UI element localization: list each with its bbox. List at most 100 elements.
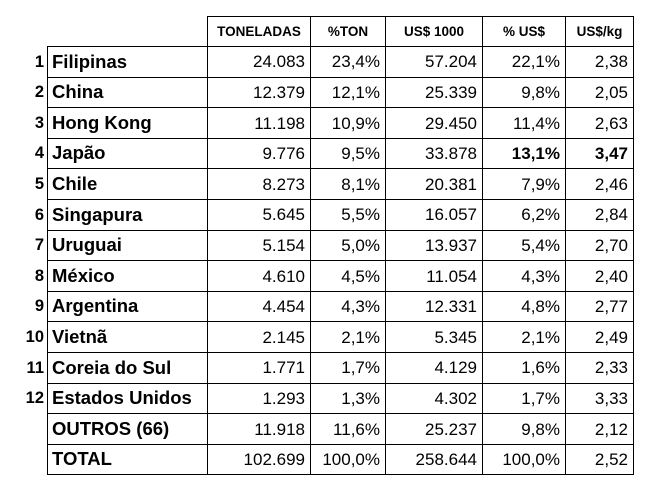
row-toneladas: 11.918 [207, 413, 311, 445]
row-rank: 4 [34, 144, 44, 163]
row-usd-1000: 258.644 [385, 443, 483, 476]
table-row: 7 Uruguai 5.154 5,0% 13.937 5,4% 2,70 [22, 229, 634, 262]
table-row: 3 Hong Kong 11.198 10,9% 29.450 11,4% 2,… [22, 107, 634, 139]
row-rank [22, 414, 48, 445]
row-usd-1000: 4.302 [385, 382, 483, 415]
row-usd-1000: 4.129 [385, 352, 483, 384]
row-pct-ton: 8,1% [310, 168, 386, 201]
row-usd-kg: 3,33 [565, 382, 634, 415]
row-rank: 9 [34, 297, 44, 316]
row-pct-ton: 4,5% [310, 260, 386, 292]
table-row: 11 Coreia do Sul 1.771 1,7% 4.129 1,6% 2… [22, 352, 634, 384]
table-row: 8 México 4.610 4,5% 11.054 4,3% 2,40 [22, 260, 634, 292]
row-pct-ton: 10,9% [310, 107, 386, 139]
header-blank-name [48, 17, 208, 47]
table-row: 1 Filipinas 24.083 23,4% 57.204 22,1% 2,… [22, 46, 634, 78]
table-row: 10 Vietnã 2.145 2,1% 5.345 2,1% 2,49 [22, 321, 634, 354]
row-pct-usd: 4,3% [482, 260, 566, 292]
row-pct-ton: 23,4% [310, 46, 386, 78]
table-row: 2 China 12.379 12,1% 25.339 9,8% 2,05 [22, 76, 634, 109]
row-country: Argentina [47, 290, 208, 323]
row-usd-1000: 57.204 [385, 46, 483, 78]
row-country: Japão [47, 137, 208, 170]
row-rank: 8 [34, 266, 44, 285]
row-country: Coreia do Sul [47, 352, 208, 384]
row-country: Uruguai [47, 229, 208, 262]
row-country: Hong Kong [47, 107, 208, 139]
row-usd-1000: 13.937 [385, 229, 483, 262]
row-toneladas: 5.645 [207, 199, 311, 231]
row-rank: 1 [34, 52, 44, 71]
row-pct-usd: 100,0% [482, 443, 566, 476]
header-blank-rank [22, 17, 48, 47]
row-pct-usd: 4,8% [482, 290, 566, 323]
row-usd-kg: 2,77 [565, 290, 634, 323]
row-country: Filipinas [47, 46, 208, 78]
table-row: 4 Japão 9.776 9,5% 33.878 13,1% 3,47 [22, 137, 634, 170]
row-toneladas: 1.293 [207, 382, 311, 415]
row-pct-ton: 100,0% [310, 443, 386, 476]
header-pct-ton: %TON [310, 15, 386, 48]
row-toneladas: 4.610 [207, 260, 311, 292]
table-row: 5 Chile 8.273 8,1% 20.381 7,9% 2,46 [22, 168, 634, 201]
header-usd-kg: US$/kg [565, 15, 634, 48]
row-pct-ton: 4,3% [310, 290, 386, 323]
row-toneladas: 11.198 [207, 107, 311, 139]
row-pct-ton: 5,0% [310, 229, 386, 262]
row-pct-usd: 1,6% [482, 352, 566, 384]
row-usd-1000: 20.381 [385, 168, 483, 201]
row-country: Estados Unidos [47, 382, 208, 415]
row-rank: 7 [34, 236, 44, 255]
row-usd-1000: 12.331 [385, 290, 483, 323]
row-rank: 11 [26, 358, 44, 377]
row-usd-1000: 5.345 [385, 321, 483, 354]
row-pct-usd: 9,8% [482, 413, 566, 445]
row-usd-kg: 2,40 [565, 260, 634, 292]
row-rank: 3 [34, 113, 44, 132]
row-rank: 2 [34, 83, 44, 102]
row-country: Vietnã [47, 321, 208, 354]
row-usd-kg: 2,84 [565, 199, 634, 231]
row-pct-usd: 2,1% [482, 321, 566, 354]
row-usd-kg: 2,05 [565, 76, 634, 109]
row-toneladas: 4.454 [207, 290, 311, 323]
row-pct-ton: 1,7% [310, 352, 386, 384]
row-usd-kg: 3,47 [565, 137, 634, 170]
row-rank: 12 [25, 389, 44, 408]
row-country: Chile [47, 168, 208, 201]
row-usd-1000: 25.339 [385, 76, 483, 109]
row-pct-usd: 1,7% [482, 382, 566, 415]
row-pct-usd: 6,2% [482, 199, 566, 231]
row-usd-kg: 2,12 [565, 413, 634, 445]
row-usd-kg: 2,33 [565, 352, 634, 384]
row-usd-1000: 25.237 [385, 413, 483, 445]
row-toneladas: 2.145 [207, 321, 311, 354]
row-toneladas: 8.273 [207, 168, 311, 201]
row-usd-kg: 2,49 [565, 321, 634, 354]
row-usd-kg: 2,70 [565, 229, 634, 262]
row-toneladas: 9.776 [207, 137, 311, 170]
table-row-others: OUTROS (66) 11.918 11,6% 25.237 9,8% 2,1… [22, 413, 634, 445]
row-usd-kg: 2,38 [565, 46, 634, 78]
row-pct-ton: 9,5% [310, 137, 386, 170]
table-row: 6 Singapura 5.645 5,5% 16.057 6,2% 2,84 [22, 199, 634, 231]
row-country: China [47, 76, 208, 109]
row-usd-kg: 2,63 [565, 107, 634, 139]
table-row: 12 Estados Unidos 1.293 1,3% 4.302 1,7% … [22, 382, 634, 415]
header-row: TONELADAS %TON US$ 1000 % US$ US$/kg [22, 15, 634, 48]
row-usd-1000: 29.450 [385, 107, 483, 139]
row-usd-kg: 2,46 [565, 168, 634, 201]
row-pct-usd: 22,1% [482, 46, 566, 78]
row-pct-usd: 5,4% [482, 229, 566, 262]
header-usd-1000: US$ 1000 [385, 15, 483, 48]
header-toneladas: TONELADAS [207, 15, 311, 48]
row-rank [22, 444, 48, 475]
row-toneladas: 5.154 [207, 229, 311, 262]
row-country: OUTROS (66) [47, 413, 208, 445]
table-row-total: TOTAL 102.699 100,0% 258.644 100,0% 2,52 [22, 443, 634, 476]
row-pct-ton: 11,6% [310, 413, 386, 445]
row-usd-1000: 11.054 [385, 260, 483, 292]
table-row: 9 Argentina 4.454 4,3% 12.331 4,8% 2,77 [22, 290, 634, 323]
row-pct-usd: 13,1% [482, 137, 566, 170]
row-usd-kg: 2,52 [565, 443, 634, 476]
